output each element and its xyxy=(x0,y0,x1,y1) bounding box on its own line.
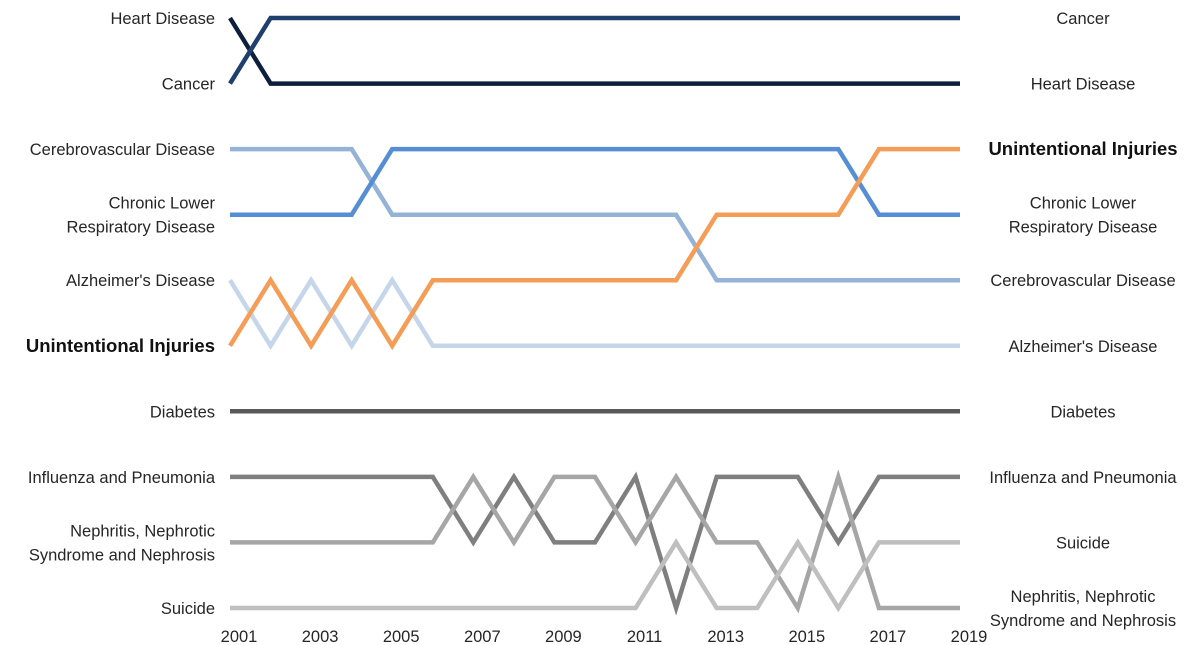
series-line-alzheimer-s-disease xyxy=(228,275,960,351)
x-tick-2019: 2019 xyxy=(951,628,988,645)
x-tick-2013: 2013 xyxy=(707,628,744,645)
x-tick-2017: 2017 xyxy=(870,628,907,645)
series-line-cerebrovascular-disease xyxy=(230,146,960,283)
right-label-cancer: Cancer xyxy=(1056,10,1110,28)
x-axis-ticks: 2001 2003 2005 2007 2009 2011 2013 2015 2017 2019 xyxy=(221,628,988,645)
series-line-chronic-lower-respiratory-disease xyxy=(230,146,960,217)
right-label-unintentional-injuries: Unintentional Injuries xyxy=(988,138,1177,159)
series-line-suicide xyxy=(230,538,960,613)
series-line-unintentional-injuries xyxy=(228,146,960,351)
left-label-cancer: Cancer xyxy=(162,76,216,94)
x-tick-2015: 2015 xyxy=(788,628,825,645)
right-label-cerebrovascular-disease: Cerebrovascular Disease xyxy=(990,272,1175,290)
right-label-suicide: Suicide xyxy=(1056,534,1110,552)
right-label-influenza-and-pneumonia: Influenza and Pneumonia xyxy=(989,469,1177,487)
x-tick-2003: 2003 xyxy=(302,628,339,645)
left-label-suicide: Suicide xyxy=(161,600,215,618)
left-label-chronic-lower-respiratory-disease: Chronic Lower Respiratory Disease xyxy=(66,195,215,237)
series-line-influenza-and-pneumonia xyxy=(230,471,960,616)
right-label-alzheimer-s-disease: Alzheimer's Disease xyxy=(1009,338,1158,356)
right-label-heart-disease: Heart Disease xyxy=(1031,76,1136,94)
right-label-diabetes: Diabetes xyxy=(1050,403,1115,421)
left-label-cerebrovascular-disease: Cerebrovascular Disease xyxy=(30,141,215,159)
right-label-chronic-lower-respiratory-disease: Chronic Lower Respiratory Disease xyxy=(1009,195,1158,237)
x-tick-2005: 2005 xyxy=(383,628,420,645)
left-label-nephritis-nephrotic-syndrome-and-nephrosis: Nephritis, Nephrotic Syndrome and Nephros… xyxy=(29,522,215,564)
left-label-influenza-and-pneumonia: Influenza and Pneumonia xyxy=(28,469,216,487)
x-tick-2001: 2001 xyxy=(221,628,258,645)
series-line-heart-disease xyxy=(228,16,960,86)
series-line-nephritis-nephrotic-syndrome-and-nephrosis xyxy=(230,469,960,614)
x-tick-2009: 2009 xyxy=(545,628,582,645)
right-labels: Cancer Heart Disease Unintentional Injurie… xyxy=(988,10,1177,630)
series-line-cancer xyxy=(228,15,960,85)
series-layer xyxy=(228,15,960,616)
left-label-heart-disease: Heart Disease xyxy=(110,10,215,28)
left-label-alzheimer-s-disease: Alzheimer's Disease xyxy=(66,272,215,290)
right-label-nephritis-nephrotic-syndrome-and-nephrosis: Nephritis, Nephrotic Syndrome and Nephros… xyxy=(990,588,1176,630)
left-label-unintentional-injuries: Unintentional Injuries xyxy=(26,335,215,356)
left-labels: Heart Disease Cancer Cerebrovascular Disea… xyxy=(26,10,216,618)
x-tick-2011: 2011 xyxy=(627,628,662,645)
left-label-diabetes: Diabetes xyxy=(150,403,215,421)
x-tick-2007: 2007 xyxy=(464,628,501,645)
